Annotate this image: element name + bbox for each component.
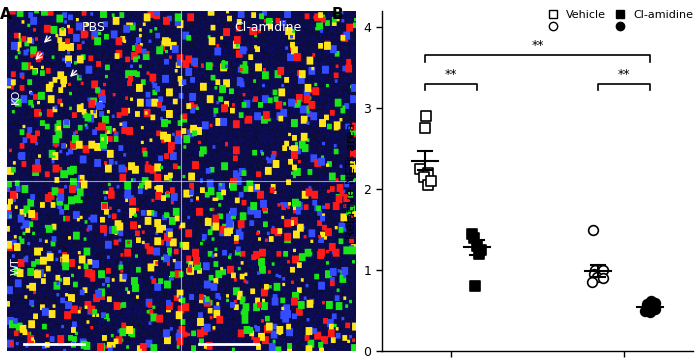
Point: [422, 182, 433, 188]
Legend: Vehicle, , Cl-amidine, : Vehicle, , Cl-amidine,: [541, 10, 694, 32]
Point: [473, 251, 484, 257]
Point: [475, 247, 486, 253]
Text: WT: WT: [10, 257, 20, 275]
Text: KO: KO: [10, 88, 20, 104]
Point: [589, 271, 600, 277]
Point: [419, 174, 430, 180]
Text: A: A: [0, 8, 12, 22]
Text: B: B: [332, 8, 344, 22]
Point: [420, 113, 431, 119]
Point: [598, 275, 609, 281]
Point: [423, 170, 434, 176]
Point: [414, 166, 426, 172]
Point: [419, 126, 430, 131]
Text: **: **: [531, 39, 544, 52]
Y-axis label: Relative NETs area: Relative NETs area: [345, 123, 358, 239]
Point: [468, 235, 480, 241]
Point: [592, 274, 603, 279]
Point: [587, 227, 598, 232]
Point: [645, 310, 656, 315]
Point: [650, 300, 661, 306]
Point: [590, 267, 601, 273]
Text: **: **: [444, 68, 457, 80]
Point: [466, 231, 477, 236]
Point: [641, 301, 652, 307]
Point: [471, 243, 482, 249]
Text: Cl-amidine: Cl-amidine: [234, 21, 302, 34]
Point: [597, 267, 608, 273]
Point: [645, 298, 657, 304]
Point: [640, 308, 651, 313]
Point: [587, 279, 598, 285]
Point: [649, 306, 660, 312]
Point: [645, 304, 656, 310]
Text: PBS: PBS: [82, 21, 106, 34]
Point: [470, 283, 481, 289]
Text: **: **: [617, 68, 630, 80]
Point: [426, 178, 437, 184]
